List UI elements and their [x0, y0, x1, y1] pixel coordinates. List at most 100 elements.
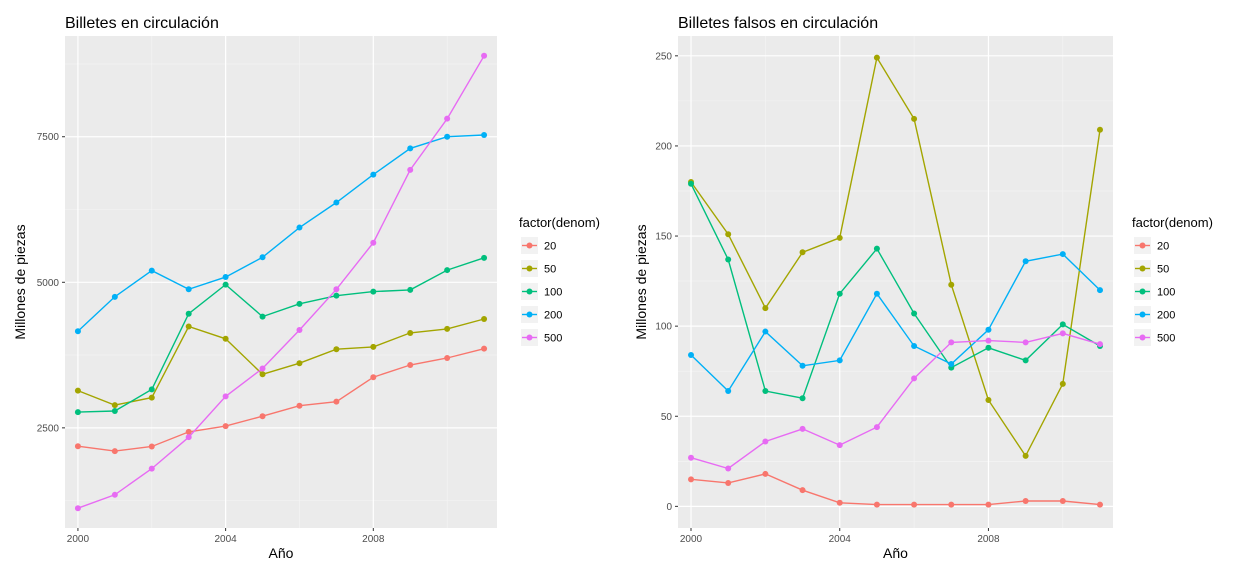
data-point — [481, 345, 488, 352]
data-point — [799, 249, 806, 256]
series-line — [690, 332, 1101, 470]
legend-label: 200 — [544, 310, 562, 322]
chart-billetes-circulacion: 2000 2004 2008 2500 5000 7500 Billetes en circ… — [12, 15, 600, 561]
data-point — [111, 293, 118, 300]
series-line — [77, 318, 485, 406]
legend-key-point — [526, 311, 533, 318]
chart-title: Billetes falsos en circulación — [678, 15, 878, 32]
data-point — [296, 300, 303, 307]
data-point — [148, 267, 155, 274]
data-point — [1022, 258, 1029, 265]
legend-key-point — [1139, 334, 1146, 341]
data-point — [407, 166, 414, 173]
data-point — [836, 442, 843, 449]
data-point — [911, 501, 918, 508]
data-point — [836, 234, 843, 241]
data-point — [836, 357, 843, 364]
series-20 — [688, 470, 1103, 508]
data-point — [444, 115, 451, 122]
chart-title: Billetes en circulación — [65, 15, 219, 32]
data-point — [296, 224, 303, 231]
legend-label: 500 — [1157, 333, 1175, 345]
x-tick-label: 2004 — [214, 534, 237, 545]
data-point — [873, 501, 880, 508]
data-point — [444, 354, 451, 361]
y-tick-label: 100 — [655, 322, 672, 333]
x-tick-label: 2008 — [362, 534, 385, 545]
data-point — [688, 476, 695, 483]
data-point — [836, 290, 843, 297]
legend-key-point — [526, 334, 533, 341]
data-point — [911, 310, 918, 317]
data-point — [985, 344, 992, 351]
data-point — [370, 171, 377, 178]
data-point — [1096, 501, 1103, 508]
data-point — [333, 346, 340, 353]
legend-key-point — [1139, 288, 1146, 295]
data-point — [688, 454, 695, 461]
data-point — [985, 337, 992, 344]
data-point — [688, 351, 695, 358]
data-point — [873, 424, 880, 431]
data-point — [74, 409, 81, 416]
data-point — [148, 465, 155, 472]
data-point — [222, 274, 229, 281]
data-point — [296, 360, 303, 367]
data-point — [762, 305, 769, 312]
data-point — [1022, 497, 1029, 504]
data-point — [1059, 321, 1066, 328]
x-tick-label: 2000 — [680, 534, 703, 545]
series-line — [77, 348, 485, 452]
data-point — [1059, 330, 1066, 337]
data-point — [444, 267, 451, 274]
data-point — [799, 362, 806, 369]
legend-key-point — [1139, 265, 1146, 272]
data-point — [481, 131, 488, 138]
data-point — [111, 407, 118, 414]
legend-label: 50 — [544, 264, 556, 276]
legend-key-point — [1139, 242, 1146, 249]
legend-label: 100 — [1157, 287, 1175, 299]
data-point — [948, 281, 955, 288]
data-point — [799, 395, 806, 402]
data-point — [407, 329, 414, 336]
data-point — [185, 323, 192, 330]
data-point — [333, 286, 340, 293]
series-50 — [74, 315, 488, 409]
legend-key-point — [526, 242, 533, 249]
x-tick-label: 2004 — [829, 534, 852, 545]
series-500 — [74, 52, 488, 512]
series-50 — [688, 54, 1103, 459]
data-point — [370, 374, 377, 381]
data-point — [333, 292, 340, 299]
data-point — [111, 448, 118, 455]
data-point — [148, 386, 155, 393]
y-tick-label: 0 — [666, 502, 672, 513]
data-point — [407, 286, 414, 293]
legend-label: 500 — [544, 333, 562, 345]
data-point — [1022, 452, 1029, 459]
series-20 — [74, 345, 488, 455]
data-point — [762, 388, 769, 395]
y-tick-label: 50 — [661, 412, 673, 423]
legend-key-point — [1139, 311, 1146, 318]
data-point — [333, 398, 340, 405]
data-point — [333, 199, 340, 206]
data-point — [259, 413, 266, 420]
legend-key-point — [526, 288, 533, 295]
x-tick-label: 2000 — [67, 534, 90, 545]
data-point — [985, 501, 992, 508]
data-point — [725, 231, 732, 238]
data-point — [222, 393, 229, 400]
data-point — [911, 342, 918, 349]
data-point — [911, 375, 918, 382]
data-point — [911, 115, 918, 122]
data-point — [185, 286, 192, 293]
data-point — [222, 335, 229, 342]
data-point — [688, 180, 695, 187]
data-point — [185, 310, 192, 317]
series-100 — [74, 254, 488, 416]
data-point — [799, 487, 806, 494]
data-point — [1022, 339, 1029, 346]
data-point — [148, 394, 155, 401]
